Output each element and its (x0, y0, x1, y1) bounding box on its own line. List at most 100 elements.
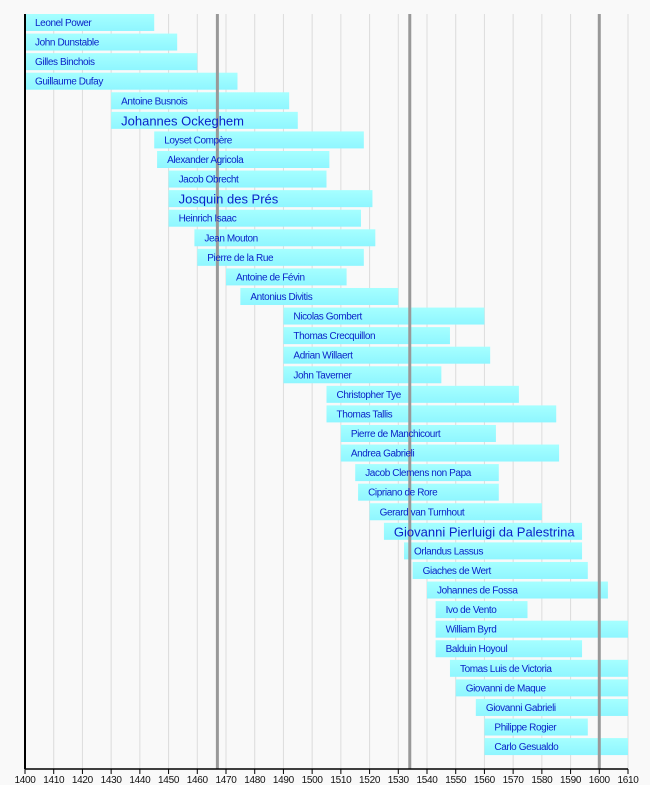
lifespan-bar (111, 111, 298, 129)
lifespan-bar (326, 385, 519, 403)
x-tick-label: 1540 (416, 775, 438, 785)
lifespan-bar (197, 248, 364, 266)
x-tick-label: 1560 (474, 775, 496, 785)
x-tick-label: 1610 (617, 775, 639, 785)
lifespan-bar (358, 483, 499, 501)
lifespan-bar (111, 92, 290, 110)
composer-label: Thomas Tallis (337, 409, 393, 420)
x-tick-label: 1470 (215, 775, 237, 785)
x-tick-label: 1450 (158, 775, 180, 785)
composer-label: Antoine Busnois (121, 96, 188, 107)
lifespan-bar (25, 53, 198, 71)
composer-label: Johannes de Fossa (437, 586, 518, 597)
composer-label: Pierre de Manchicourt (351, 429, 441, 440)
lifespan-bar (326, 405, 557, 423)
x-tick-label: 1480 (244, 775, 266, 785)
composer-label: Orlandus Lassus (414, 546, 483, 557)
composer-label: Giovanni Pierluigi da Palestrina (394, 524, 575, 539)
composer-label: John Taverner (293, 370, 352, 381)
lifespan-bar (449, 659, 628, 677)
composer-label: Josquin des Prés (179, 192, 279, 207)
composer-label: William Byrd (446, 625, 497, 636)
lifespan-bar (435, 640, 583, 658)
lifespan-bar (340, 444, 560, 462)
composer-label: Gerard van Turnhout (380, 507, 465, 518)
x-tick-label: 1400 (14, 775, 36, 785)
composer-label: Thomas Crecquillon (293, 331, 375, 342)
x-axis: 1400 1410 1420 1430 1440 1450 1460 1470 1480 1490… (14, 14, 640, 785)
x-tick-label: 1410 (43, 775, 65, 785)
composer-label: Loyset Compère (164, 135, 233, 146)
x-tick-label: 1570 (503, 775, 525, 785)
composer-label: Antonius Divitis (250, 292, 312, 303)
composer-label: Balduin Hoyoul (446, 644, 508, 655)
lifespan-bar (435, 601, 528, 619)
composer-label: Pierre de la Rue (207, 253, 274, 264)
lifespan-bar (283, 307, 485, 325)
lifespan-bar (427, 581, 608, 599)
composer-label: Jean Mouton (204, 233, 257, 244)
composer-label: Nicolas Gombert (293, 312, 362, 323)
composer-label: Cipriano de Rore (368, 488, 438, 499)
composer-label: John Dunstable (35, 38, 100, 49)
lifespan-bar (369, 503, 542, 521)
lifespan-bar (435, 620, 628, 638)
composer-label: Tomas Luis de Victoria (460, 664, 552, 675)
composer-label: Giovanni Gabrieli (486, 703, 556, 714)
lifespan-bar (475, 698, 628, 716)
lifespan-bar (340, 424, 496, 442)
composer-label: Antoine de Févin (236, 272, 305, 283)
x-tick-label: 1530 (388, 775, 410, 785)
composer-label: Ivo de Vento (446, 605, 498, 616)
composer-label: Carlo Gesualdo (494, 742, 559, 753)
composer-label: Guillaume Dufay (35, 77, 103, 88)
lifespan-bar (157, 150, 330, 168)
x-tick-label: 1600 (589, 775, 611, 785)
composer-label: Giovanni de Maque (466, 683, 547, 694)
composer-label: Alexander Agricola (167, 155, 244, 166)
x-tick-label: 1580 (531, 775, 553, 785)
lifespan-bar (404, 542, 583, 560)
bars (25, 14, 628, 756)
lifespan-bar (383, 522, 583, 540)
composer-label: Christopher Tye (337, 390, 402, 401)
x-tick-label: 1420 (72, 775, 94, 785)
lifespan-bar (154, 131, 364, 149)
x-tick-label: 1550 (445, 775, 467, 785)
composer-label: Philippe Rogier (494, 723, 557, 734)
lifespan-bar (412, 561, 588, 579)
composer-label: Andrea Gabrieli (351, 449, 415, 460)
x-tick-label: 1510 (330, 775, 352, 785)
x-tick-label: 1430 (101, 775, 123, 785)
lifespan-bar (25, 72, 238, 90)
lifespan-bar (484, 718, 588, 736)
composer-label: Heinrich Isaac (179, 214, 237, 225)
x-tick-label: 1500 (302, 775, 324, 785)
composer-label: Gilles Binchois (35, 57, 95, 68)
composer-label: Jacob Clemens non Papa (365, 468, 472, 479)
lifespan-bar (226, 268, 347, 286)
x-tick-label: 1590 (560, 775, 582, 785)
composer-label: Johannes Ockeghem (121, 113, 244, 128)
lifespan-bar (283, 366, 442, 384)
lifespan-bar (283, 346, 491, 364)
lifespan-bar (455, 679, 628, 697)
bar-labels: Leonel Power John Dunstable Gilles Binchoi… (35, 18, 575, 753)
x-tick-label: 1460 (187, 775, 209, 785)
lifespan-bar (25, 14, 155, 31)
lifespan-bar (168, 170, 327, 188)
composer-label: Giaches de Wert (423, 566, 492, 577)
lifespan-bar (240, 287, 399, 305)
lifespan-bar (168, 190, 373, 208)
x-tick-label: 1520 (359, 775, 381, 785)
x-tick-label: 1490 (273, 775, 295, 785)
lifespan-bar (484, 738, 628, 756)
x-tick-label: 1440 (129, 775, 151, 785)
composer-label: Leonel Power (35, 18, 92, 29)
marker-lines (215, 14, 601, 769)
composer-label: Jacob Obrecht (179, 175, 239, 186)
lifespan-bar (194, 229, 376, 247)
composer-label: Adrian Willaert (293, 351, 353, 362)
lifespan-bar (25, 33, 178, 51)
